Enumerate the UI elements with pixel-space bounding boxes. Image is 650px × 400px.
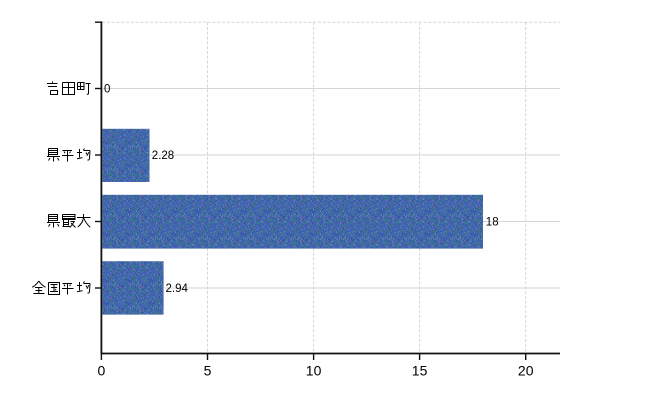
svg-text:2.28: 2.28 [152,150,174,162]
svg-text:10: 10 [306,363,322,379]
svg-text:0: 0 [104,84,110,96]
svg-text:5: 5 [204,363,212,379]
svg-text:15: 15 [412,363,428,379]
svg-text:0: 0 [98,363,106,379]
svg-text:2.94: 2.94 [166,283,189,295]
svg-text:18: 18 [486,217,499,229]
svg-text:20: 20 [518,363,534,379]
